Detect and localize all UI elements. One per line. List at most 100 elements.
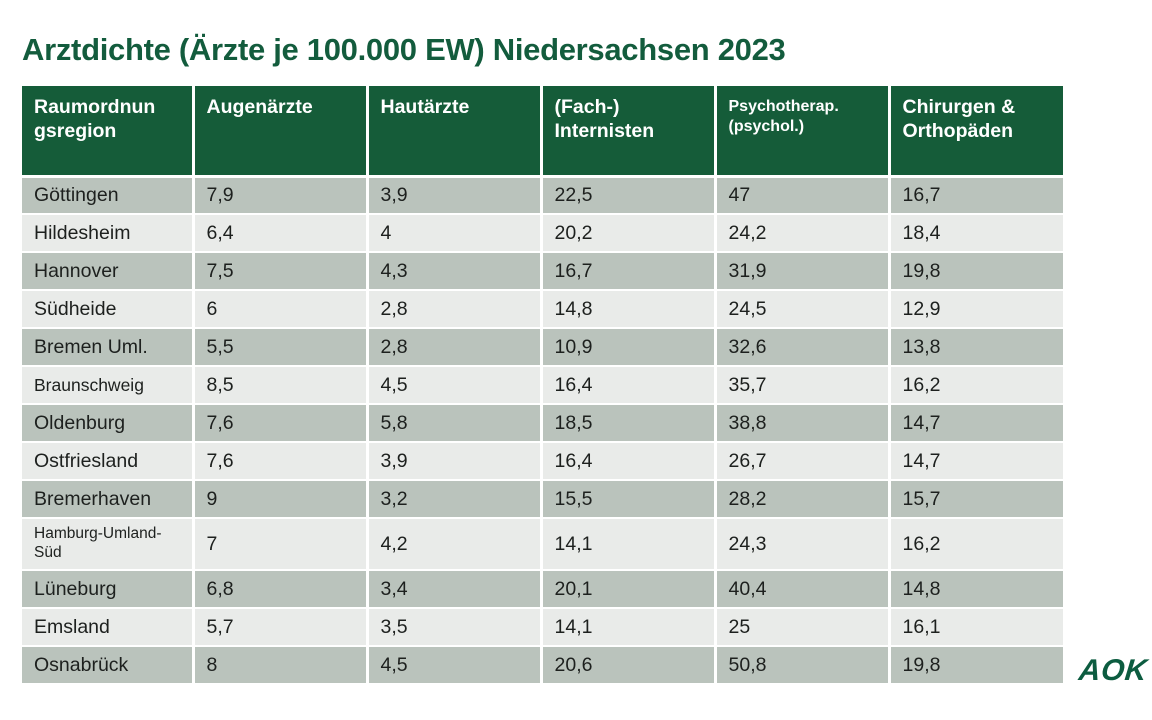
value-cell: 24,5 xyxy=(715,290,891,329)
value-cell: 7,6 xyxy=(193,404,369,443)
value-cell: 22,5 xyxy=(541,176,717,215)
column-header-label: Raumordnungsregion xyxy=(34,96,156,143)
value-cell: 16,4 xyxy=(541,366,717,405)
table-row: Oldenburg 7,6 5,8 18,5 38,8 14,7 xyxy=(22,404,1063,443)
region-cell: Hamburg-Umland-Süd xyxy=(22,518,195,571)
value-cell: 4,3 xyxy=(367,252,543,291)
value-cell: 4 xyxy=(367,214,543,253)
table-row: Hildesheim 6,4 4 20,2 24,2 18,4 xyxy=(22,214,1063,253)
table-row: Göttingen 7,9 3,9 22,5 47 16,7 xyxy=(22,176,1063,215)
value-cell: 25 xyxy=(715,608,891,647)
value-cell: 3,9 xyxy=(367,176,543,215)
value-cell: 32,6 xyxy=(715,328,891,367)
value-cell: 14,8 xyxy=(541,290,717,329)
value-cell: 2,8 xyxy=(367,328,543,367)
value-cell: 50,8 xyxy=(715,646,891,685)
column-header-hautaerzte: Hautärzte xyxy=(367,86,543,178)
value-cell: 6 xyxy=(193,290,369,329)
value-cell: 7,6 xyxy=(193,442,369,481)
value-cell: 5,7 xyxy=(193,608,369,647)
value-cell: 20,6 xyxy=(541,646,717,685)
value-cell: 16,7 xyxy=(541,252,717,291)
value-cell: 2,8 xyxy=(367,290,543,329)
value-cell: 14,1 xyxy=(541,518,717,571)
value-cell: 20,2 xyxy=(541,214,717,253)
value-cell: 16,2 xyxy=(889,366,1063,405)
value-cell: 16,4 xyxy=(541,442,717,481)
column-header-label: Hautärzte xyxy=(380,96,470,118)
value-cell: 15,7 xyxy=(889,480,1063,519)
value-cell: 12,9 xyxy=(889,290,1063,329)
table-row: Bremen Uml. 5,5 2,8 10,9 32,6 13,8 xyxy=(22,328,1063,367)
value-cell: 13,8 xyxy=(889,328,1063,367)
table-row: Lüneburg 6,8 3,4 20,1 40,4 14,8 xyxy=(22,570,1063,609)
value-cell: 15,5 xyxy=(541,480,717,519)
value-cell: 6,8 xyxy=(193,570,369,609)
value-cell: 4,5 xyxy=(367,646,543,685)
value-cell: 8 xyxy=(193,646,369,685)
value-cell: 10,9 xyxy=(541,328,717,367)
value-cell: 7,5 xyxy=(193,252,369,291)
column-header-label: Chirurgen & Orthopäden xyxy=(902,96,1016,143)
region-cell: Bremerhaven xyxy=(22,480,195,519)
value-cell: 19,8 xyxy=(889,252,1063,291)
table-row: Ostfriesland 7,6 3,9 16,4 26,7 14,7 xyxy=(22,442,1063,481)
value-cell: 4,2 xyxy=(367,518,543,571)
region-cell: Osnabrück xyxy=(22,646,195,685)
value-cell: 31,9 xyxy=(715,252,891,291)
region-cell: Göttingen xyxy=(22,176,195,215)
value-cell: 14,7 xyxy=(889,442,1063,481)
value-cell: 38,8 xyxy=(715,404,891,443)
region-cell: Emsland xyxy=(22,608,195,647)
region-cell: Südheide xyxy=(22,290,195,329)
value-cell: 28,2 xyxy=(715,480,891,519)
column-header-label: (Fach-) Internisten xyxy=(554,96,655,143)
value-cell: 20,1 xyxy=(541,570,717,609)
value-cell: 5,5 xyxy=(193,328,369,367)
value-cell: 3,9 xyxy=(367,442,543,481)
region-cell: Oldenburg xyxy=(22,404,195,443)
value-cell: 18,4 xyxy=(889,214,1063,253)
column-header-psychotherapeuten: Psychotherap. (psychol.) xyxy=(715,86,891,178)
value-cell: 35,7 xyxy=(715,366,891,405)
region-cell: Hannover xyxy=(22,252,195,291)
aok-logo: AOK xyxy=(1077,654,1149,687)
value-cell: 3,5 xyxy=(367,608,543,647)
value-cell: 3,2 xyxy=(367,480,543,519)
table-header-row: Raumordnungsregion Augenärzte Hautärzte (Fa… xyxy=(22,86,1063,178)
table-row: Bremerhaven 9 3,2 15,5 28,2 15,7 xyxy=(22,480,1063,519)
value-cell: 16,7 xyxy=(889,176,1063,215)
table-row: Emsland 5,7 3,5 14,1 25 16,1 xyxy=(22,608,1063,647)
column-header-fach-internisten: (Fach-) Internisten xyxy=(541,86,717,178)
column-header-augenaerzte: Augenärzte xyxy=(193,86,369,178)
value-cell: 4,5 xyxy=(367,366,543,405)
table-row: Braunschweig 8,5 4,5 16,4 35,7 16,2 xyxy=(22,366,1063,405)
doctor-density-table: Raumordnungsregion Augenärzte Hautärzte (Fa… xyxy=(22,86,1063,685)
value-cell: 14,7 xyxy=(889,404,1063,443)
table-row: Südheide 6 2,8 14,8 24,5 12,9 xyxy=(22,290,1063,329)
value-cell: 24,3 xyxy=(715,518,891,571)
value-cell: 40,4 xyxy=(715,570,891,609)
value-cell: 3,4 xyxy=(367,570,543,609)
page-title: Arztdichte (Ärzte je 100.000 EW) Nieders… xyxy=(22,32,786,67)
value-cell: 24,2 xyxy=(715,214,891,253)
value-cell: 18,5 xyxy=(541,404,717,443)
column-header-raumordnungsregion: Raumordnungsregion xyxy=(22,86,195,178)
value-cell: 9 xyxy=(193,480,369,519)
region-cell: Lüneburg xyxy=(22,570,195,609)
region-cell: Bremen Uml. xyxy=(22,328,195,367)
table-row: Hannover 7,5 4,3 16,7 31,9 19,8 xyxy=(22,252,1063,291)
value-cell: 8,5 xyxy=(193,366,369,405)
table-row: Osnabrück 8 4,5 20,6 50,8 19,8 xyxy=(22,646,1063,685)
value-cell: 7,9 xyxy=(193,176,369,215)
value-cell: 6,4 xyxy=(193,214,369,253)
region-cell: Ostfriesland xyxy=(22,442,195,481)
value-cell: 16,2 xyxy=(889,518,1063,571)
value-cell: 5,8 xyxy=(367,404,543,443)
value-cell: 16,1 xyxy=(889,608,1063,647)
column-header-label: Psychotherap. (psychol.) xyxy=(728,98,839,135)
value-cell: 14,8 xyxy=(889,570,1063,609)
value-cell: 19,8 xyxy=(889,646,1063,685)
table-row: Hamburg-Umland-Süd 7 4,2 14,1 24,3 16,2 xyxy=(22,518,1063,571)
